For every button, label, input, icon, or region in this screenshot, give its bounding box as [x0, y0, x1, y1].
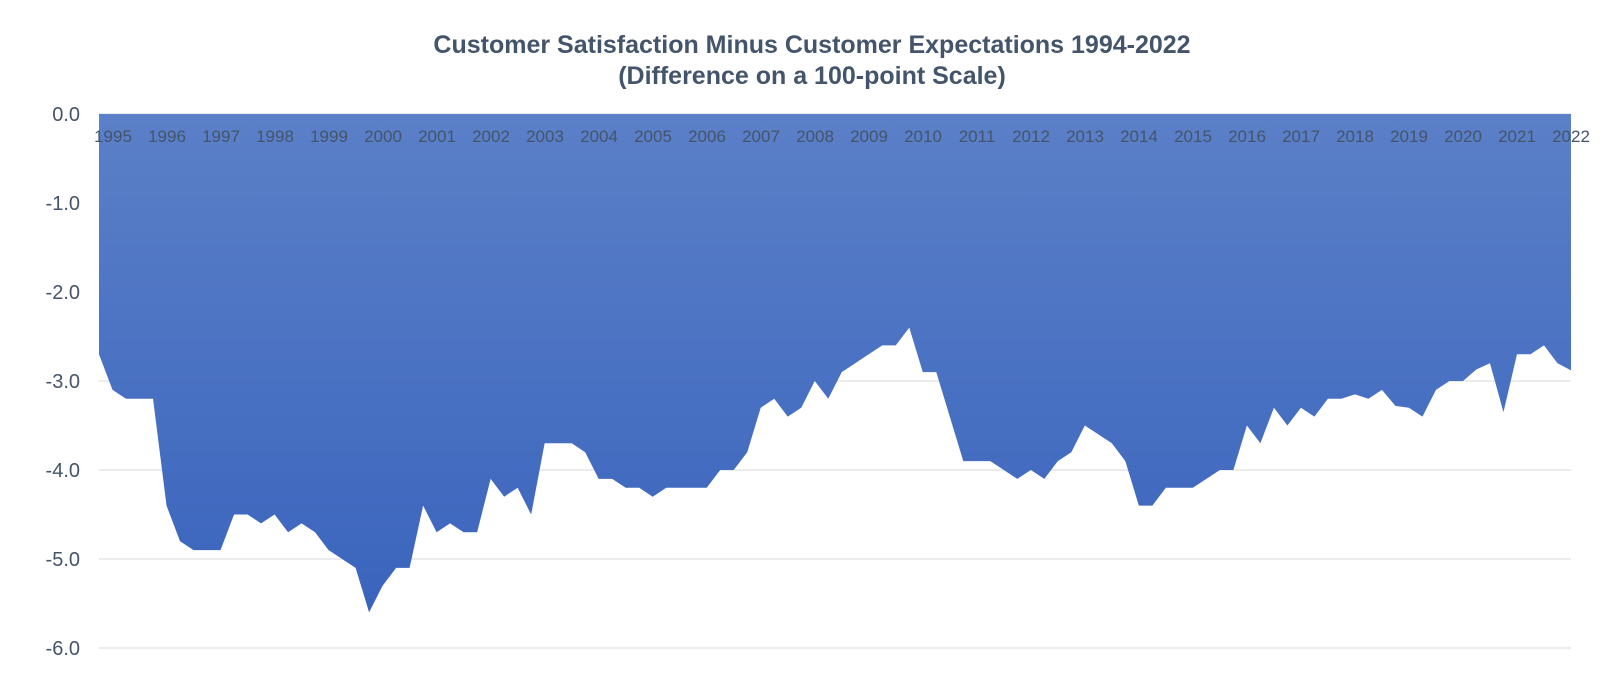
x-tick-label: 1999: [310, 127, 348, 146]
x-tick-label: 2009: [850, 127, 888, 146]
x-tick-label: 2021: [1498, 127, 1536, 146]
x-tick-label: 2013: [1066, 127, 1104, 146]
x-tick-label: 2016: [1228, 127, 1266, 146]
series-area-fill: [99, 114, 1571, 613]
chart-title: Customer Satisfaction Minus Customer Exp…: [433, 31, 1191, 59]
x-tick-label: 2019: [1390, 127, 1428, 146]
x-tick-label: 2001: [418, 127, 456, 146]
x-tick-label: 2022: [1552, 127, 1590, 146]
y-tick-label: -3.0: [46, 371, 80, 393]
x-tick-label: 1997: [202, 127, 240, 146]
x-tick-label: 2018: [1336, 127, 1374, 146]
x-tick-label: 2004: [580, 127, 618, 146]
x-tick-label: 2000: [364, 127, 402, 146]
x-tick-label: 1995: [94, 127, 132, 146]
x-tick-label: 2011: [959, 127, 996, 146]
y-tick-label: -5.0: [46, 549, 80, 571]
y-axis-ticks: 0.0 -1.0 -2.0 -3.0 -4.0 -5.0 -6.0: [46, 104, 80, 660]
x-tick-label: 2006: [688, 127, 726, 146]
x-tick-label: 2012: [1012, 127, 1050, 146]
x-tick-label: 2003: [526, 127, 564, 146]
chart-subtitle: (Difference on a 100-point Scale): [618, 62, 1006, 90]
x-tick-label: 2002: [472, 127, 510, 146]
x-axis-ticks: 1995 1996 1997 1998 1999 2000 2001 2002 2003 2004…: [94, 127, 1590, 146]
x-tick-label: 2007: [742, 127, 780, 146]
y-tick-label: 0.0: [52, 104, 80, 126]
y-tick-label: -4.0: [46, 460, 80, 482]
y-tick-label: -1.0: [46, 193, 80, 215]
x-tick-label: 2015: [1174, 127, 1212, 146]
chart-title-block: Customer Satisfaction Minus Customer Exp…: [0, 30, 1624, 92]
x-tick-label: 2010: [904, 127, 942, 146]
x-tick-label: 2005: [634, 127, 672, 146]
x-tick-label: 1998: [256, 127, 294, 146]
x-tick-label: 2017: [1282, 127, 1320, 146]
x-tick-label: 2020: [1444, 127, 1482, 146]
x-tick-label: 2008: [796, 127, 834, 146]
y-tick-label: -6.0: [46, 638, 80, 660]
x-tick-label: 1996: [148, 127, 186, 146]
series-area: [99, 114, 1571, 613]
x-tick-label: 2014: [1120, 127, 1158, 146]
y-tick-label: -2.0: [46, 282, 80, 304]
